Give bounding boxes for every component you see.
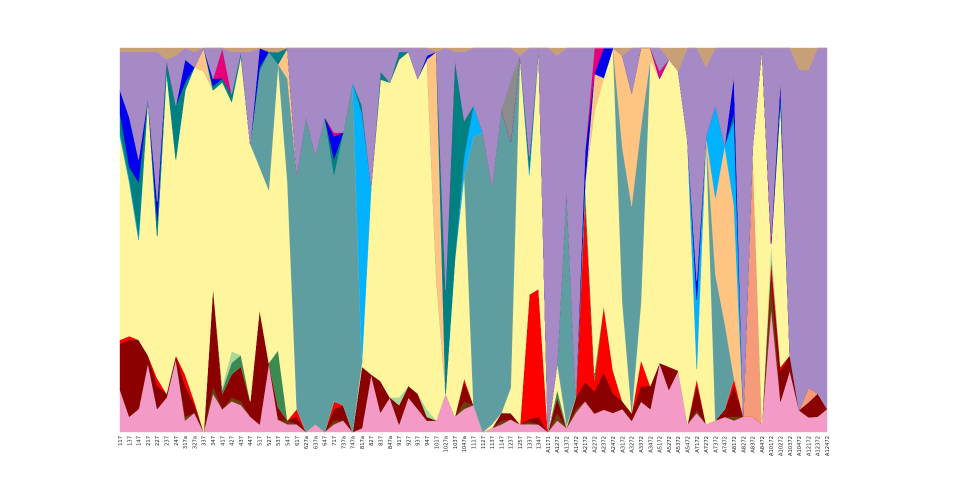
x-tick-label: 417 [220,436,226,446]
x-tick-label: 347 [211,436,217,446]
x-tick-label: 1347 [537,436,543,449]
x-tick-label: 447 [248,436,254,446]
x-tick-label: 817a [360,436,366,449]
x-tick-label: 617 [295,436,301,446]
x-tick-label: 227 [155,436,161,446]
x-tick-label: 1147 [499,436,505,449]
x-tick-label: 1337 [527,436,533,449]
area-layers [119,47,828,433]
x-tick-label: A1372 [565,436,571,453]
x-tick-label: A2172 [583,436,589,453]
x-tick-label: 1017 [434,436,440,449]
x-tick-label: A2472 [611,436,617,453]
x-tick-label: A8272 [741,436,747,453]
x-tick-label: A10472 [797,436,803,456]
x-tick-label: A8372 [751,436,757,453]
x-tick-label: A3472 [648,436,654,453]
x-tick-label: 627a [304,436,310,449]
x-tick-label: A12472 [825,436,831,456]
x-tick-label: 437 [239,436,245,446]
x-tick-label: A12372 [816,436,822,456]
x-tick-label: A1272 [555,436,561,453]
x-tick-label: 827 [369,436,375,446]
x-tick-label: 547 [285,436,291,446]
x-tick-label: 1137 [490,436,496,449]
x-tick-label: 847a [388,436,394,449]
x-tick-label: 717 [332,436,338,446]
x-tick-label: 637a [313,436,319,449]
x-tick-label: 747a [351,436,357,449]
x-tick-label: 147 [137,436,143,446]
x-tick-label: 327a [192,436,198,449]
x-tick-label: 1117 [472,436,478,449]
x-tick-label: A7272 [704,436,710,453]
x-tick-label: A10272 [778,436,784,456]
x-tick-label: 1027a [444,436,450,452]
x-tick-label: 137 [127,436,133,446]
x-tick-label: A7172 [695,436,701,453]
x-tick-label: 947 [425,436,431,446]
x-tick-label: 237 [165,436,171,446]
x-tick-label: 837 [378,436,384,446]
x-tick-label: A7472 [723,436,729,453]
x-tick-label: 937 [416,436,422,446]
x-tick-label: 1257 [518,436,524,449]
x-tick-label: A10372 [788,436,794,456]
x-tick-label: 737a [341,436,347,449]
x-axis-ticks: 117 137 147 217 227 237 247 317a 327a 337 347 417 42… [118,436,831,456]
x-tick-label: 917 [397,436,403,446]
x-tick-label: 1047a [462,436,468,452]
x-tick-label: A8172 [732,436,738,453]
x-tick-label: A12172 [806,436,812,456]
x-tick-label: A10172 [769,436,775,456]
x-tick-label: A5272 [667,436,673,453]
x-tick-label: A1472 [574,436,580,453]
x-tick-label: 337 [202,436,208,446]
x-tick-label: A5172 [658,436,664,453]
x-tick-label: A2372 [602,436,608,453]
x-tick-label: 317a [183,436,189,449]
x-tick-label: A3272 [630,436,636,453]
x-tick-label: 1037 [453,436,459,449]
x-tick-label: A7372 [713,436,719,453]
x-tick-label: A8472 [760,436,766,453]
x-tick-label: 537 [276,436,282,446]
x-tick-label: A3372 [639,436,645,453]
x-tick-label: 517 [258,436,264,446]
x-tick-label: A2272 [592,436,598,453]
x-tick-label: 217 [146,436,152,446]
x-tick-label: 1237 [509,436,515,449]
area-series-17 [119,47,827,72]
x-tick-label: 1127 [481,436,487,449]
x-tick-label: A5372 [676,436,682,453]
x-tick-label: A5472 [685,436,691,453]
x-tick-label: A3172 [620,436,626,453]
x-tick-label: 117 [118,436,124,446]
x-tick-label: 427 [230,436,236,446]
x-tick-label: 527 [267,436,273,446]
x-tick-label: 247 [174,436,180,446]
x-tick-label: 927 [406,436,412,446]
x-tick-label: A1171 [546,436,552,453]
x-tick-label: 647 [323,436,329,446]
